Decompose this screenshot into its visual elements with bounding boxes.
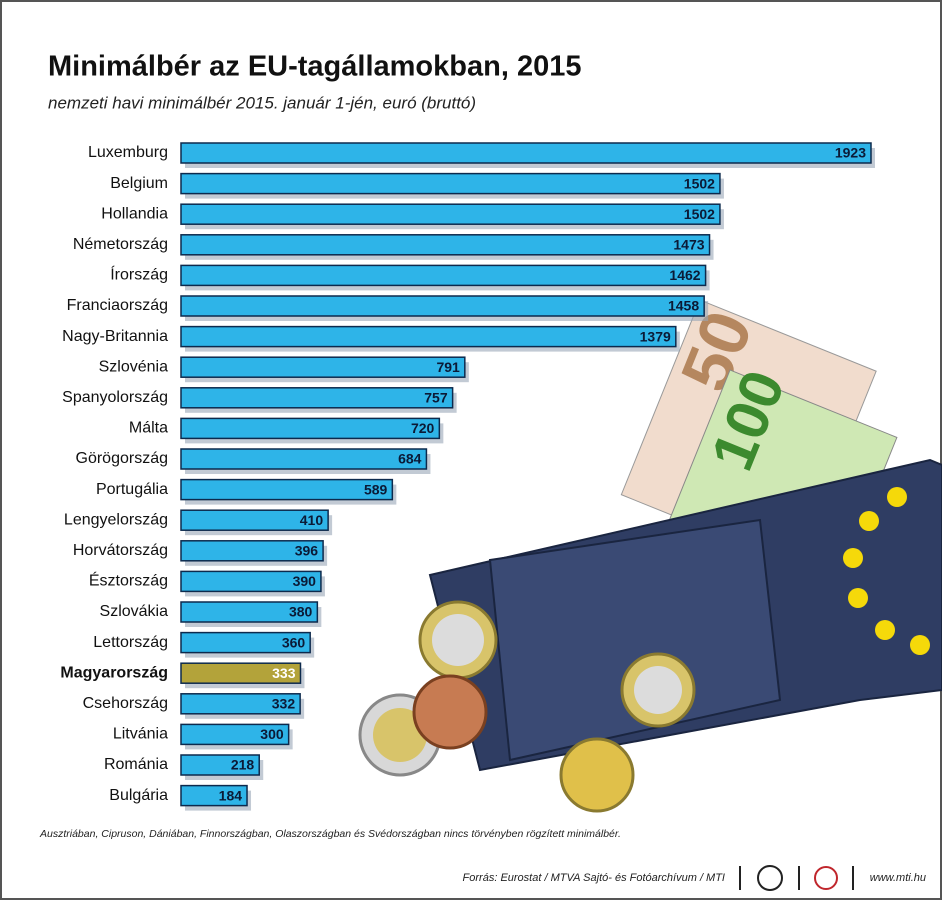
bar — [180, 662, 302, 684]
bar — [180, 295, 705, 317]
value-label: 333 — [272, 665, 296, 681]
value-label: 184 — [219, 787, 243, 803]
category-label: Nagy-Britannia — [62, 328, 168, 345]
value-label: 1379 — [640, 328, 671, 344]
logos — [739, 865, 854, 891]
category-label: Horvátország — [73, 542, 168, 559]
value-label: 589 — [364, 481, 388, 497]
footnote: Ausztriában, Cipruson, Dániában, Finnors… — [39, 828, 621, 840]
category-label: Belgium — [110, 175, 168, 192]
category-label: Portugália — [96, 481, 168, 498]
bar — [180, 540, 324, 562]
value-label: 720 — [411, 420, 435, 436]
bar — [180, 784, 248, 807]
value-label: 684 — [398, 451, 422, 467]
bar — [180, 234, 711, 256]
value-label: 1502 — [684, 206, 715, 222]
bar — [180, 172, 721, 195]
category-label: Hollandia — [101, 205, 168, 222]
website: www.mti.hu — [870, 872, 926, 884]
bar — [180, 723, 290, 746]
bar — [180, 570, 322, 593]
value-label: 1923 — [835, 145, 866, 161]
value-label: 1458 — [668, 298, 699, 314]
bar — [180, 387, 454, 409]
category-label: Csehország — [83, 695, 168, 712]
value-label: 1502 — [684, 175, 715, 191]
bar — [180, 356, 466, 378]
category-label: Írország — [110, 265, 168, 284]
bar — [180, 203, 721, 225]
bar — [180, 448, 428, 470]
bar — [180, 601, 319, 623]
bar — [180, 509, 329, 531]
category-label: Lengyelország — [64, 511, 168, 528]
value-label: 791 — [436, 359, 460, 375]
category-label: Észtország — [89, 571, 168, 590]
category-label: Németország — [73, 236, 168, 253]
category-label: Spanyolország — [62, 389, 168, 406]
value-label: 300 — [260, 726, 284, 742]
bar — [180, 264, 707, 287]
value-label: 380 — [289, 604, 313, 620]
bar — [180, 754, 260, 776]
category-label: Görögország — [76, 450, 169, 467]
category-label: Szlovákia — [100, 603, 169, 620]
category-label: Litvánia — [113, 726, 168, 743]
bar — [180, 142, 872, 164]
value-label: 218 — [231, 757, 255, 773]
category-label: Szlovénia — [99, 358, 168, 375]
category-label: Bulgária — [109, 787, 168, 804]
category-label: Lettország — [93, 634, 168, 651]
value-label: 1462 — [669, 267, 700, 283]
bar — [180, 631, 311, 654]
bar — [180, 478, 394, 501]
category-label: Málta — [129, 420, 168, 437]
value-label: 390 — [293, 573, 317, 589]
chart-subtitle: nemzeti havi minimálbér 2015. január 1-j… — [48, 93, 476, 112]
value-label: 332 — [272, 696, 296, 712]
value-label: 1473 — [673, 237, 704, 253]
value-label: 360 — [282, 634, 306, 650]
category-label: Románia — [104, 756, 168, 773]
category-label: Luxemburg — [88, 144, 168, 161]
chart-title: Minimálbér az EU-tagállamokban, 2015 — [48, 51, 581, 83]
bar — [180, 693, 301, 715]
value-label: 757 — [424, 390, 448, 406]
bar — [180, 417, 441, 440]
category-label: Magyarország — [60, 664, 168, 681]
bar — [180, 325, 677, 348]
source: Forrás: Eurostat / MTVA Sajtó- és Fotóar… — [463, 872, 725, 884]
value-label: 410 — [300, 512, 324, 528]
value-label: 396 — [295, 543, 319, 559]
category-label: Franciaország — [67, 297, 168, 314]
bars: Luxemburg 1923 Belgium 1502 Hollandia 1502 Ném… — [60, 142, 875, 811]
decoration: 50 100 — [358, 299, 942, 813]
